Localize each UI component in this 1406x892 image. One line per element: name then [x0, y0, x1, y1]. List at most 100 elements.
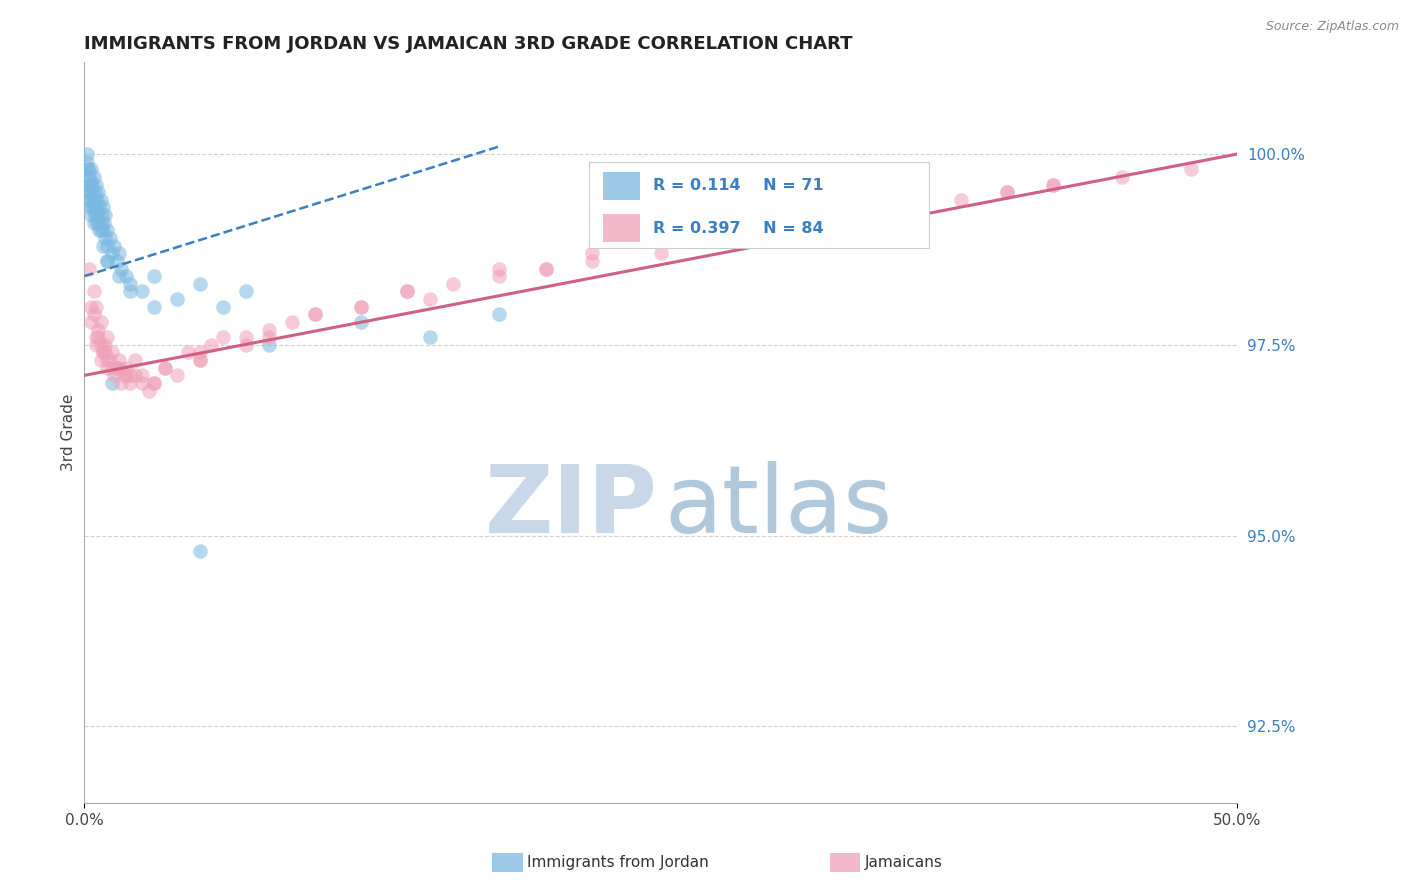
Point: [94, 345, 117, 359]
Point: [441, 277, 464, 291]
Point: [84, 178, 107, 192]
Text: R = 0.114    N = 71: R = 0.114 N = 71: [652, 178, 824, 194]
Point: [1111, 169, 1133, 184]
Point: [83, 169, 105, 184]
Point: [80, 185, 103, 199]
Point: [188, 353, 211, 368]
Point: [83, 193, 105, 207]
Point: [91, 238, 114, 252]
Point: [1042, 178, 1064, 192]
Point: [765, 223, 787, 237]
Point: [94, 231, 117, 245]
Point: [96, 330, 118, 344]
Point: [83, 185, 105, 199]
Point: [120, 368, 142, 383]
Point: [257, 330, 280, 344]
Point: [235, 285, 257, 299]
Point: [89, 223, 111, 237]
Point: [153, 360, 176, 375]
Point: [83, 208, 105, 222]
Point: [131, 285, 153, 299]
Text: Source: ZipAtlas.com: Source: ZipAtlas.com: [1265, 20, 1399, 33]
Point: [77, 169, 100, 184]
Point: [257, 338, 280, 352]
Point: [765, 223, 787, 237]
Point: [112, 368, 135, 383]
Point: [534, 261, 557, 276]
Point: [82, 193, 104, 207]
Point: [419, 330, 441, 344]
Point: [103, 238, 125, 252]
Point: [89, 223, 111, 237]
Text: atlas: atlas: [664, 460, 893, 553]
Point: [200, 338, 222, 352]
Point: [166, 368, 188, 383]
Point: [304, 307, 326, 321]
Point: [115, 368, 138, 383]
Point: [880, 208, 903, 222]
Point: [76, 162, 98, 177]
Point: [84, 208, 107, 222]
Point: [120, 277, 142, 291]
Point: [76, 185, 98, 199]
Point: [108, 353, 131, 368]
Text: R = 0.397    N = 84: R = 0.397 N = 84: [652, 221, 824, 235]
Point: [96, 253, 118, 268]
Point: [83, 216, 105, 230]
Point: [89, 315, 111, 329]
Point: [142, 269, 165, 284]
Point: [80, 315, 103, 329]
Point: [304, 307, 326, 321]
Point: [396, 285, 419, 299]
Point: [949, 193, 972, 207]
Point: [87, 216, 110, 230]
Point: [120, 285, 142, 299]
Text: IMMIGRANTS FROM JORDAN VS JAMAICAN 3RD GRADE CORRELATION CHART: IMMIGRANTS FROM JORDAN VS JAMAICAN 3RD G…: [84, 35, 853, 53]
Point: [83, 285, 105, 299]
Point: [115, 269, 138, 284]
Point: [77, 261, 100, 276]
Point: [91, 345, 114, 359]
Point: [96, 253, 118, 268]
Point: [96, 238, 118, 252]
Point: [103, 368, 125, 383]
Point: [108, 246, 131, 260]
Bar: [603, 172, 640, 200]
Point: [80, 162, 103, 177]
Point: [257, 322, 280, 336]
Point: [211, 330, 233, 344]
Point: [101, 345, 124, 359]
Point: [188, 345, 211, 359]
Point: [91, 345, 114, 359]
Point: [77, 193, 100, 207]
Point: [177, 345, 200, 359]
Point: [124, 353, 146, 368]
Point: [79, 178, 101, 192]
Point: [188, 277, 211, 291]
Point: [718, 231, 741, 245]
Point: [350, 300, 373, 314]
Point: [89, 216, 111, 230]
Point: [110, 376, 132, 390]
Point: [84, 201, 107, 215]
Point: [488, 307, 510, 321]
Point: [80, 208, 103, 222]
Point: [91, 201, 114, 215]
Point: [131, 368, 153, 383]
Point: [153, 360, 176, 375]
Point: [98, 353, 121, 368]
Point: [105, 360, 128, 375]
Point: [581, 253, 603, 268]
Point: [101, 376, 124, 390]
Point: [96, 223, 118, 237]
Point: [79, 178, 101, 192]
Point: [120, 376, 142, 390]
FancyBboxPatch shape: [589, 162, 929, 247]
Point: [84, 300, 107, 314]
Point: [76, 162, 98, 177]
Point: [396, 285, 419, 299]
Point: [142, 376, 165, 390]
Point: [115, 360, 138, 375]
Point: [142, 376, 165, 390]
Point: [86, 216, 108, 230]
